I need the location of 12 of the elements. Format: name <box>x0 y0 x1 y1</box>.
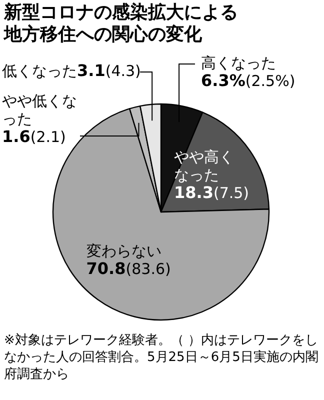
data-label: 70.8(83.6) <box>86 259 171 278</box>
slice-label: やや低くなった <box>2 92 77 128</box>
data-label: 1.6(2.1) <box>2 127 66 146</box>
chart-title: 新型コロナの感染拡大による地方移住への関心の変化 <box>4 2 239 46</box>
data-label: 3.1(4.3) <box>77 61 141 80</box>
slice-label: 高くなった <box>201 54 276 72</box>
slice-label: やや高くなった <box>174 148 234 184</box>
text: ※対象はテレワーク経験者。（ ）内はテレワークをしなかった人の回答割合。5月25日～6月5日実施の内閣府調査から <box>4 332 320 383</box>
slice-label: 低くなった <box>2 62 77 80</box>
data-label: 6.3%(2.5%) <box>201 71 296 90</box>
slice-label: 変わらない <box>86 242 162 260</box>
data-label: 18.3(7.5) <box>174 183 250 202</box>
